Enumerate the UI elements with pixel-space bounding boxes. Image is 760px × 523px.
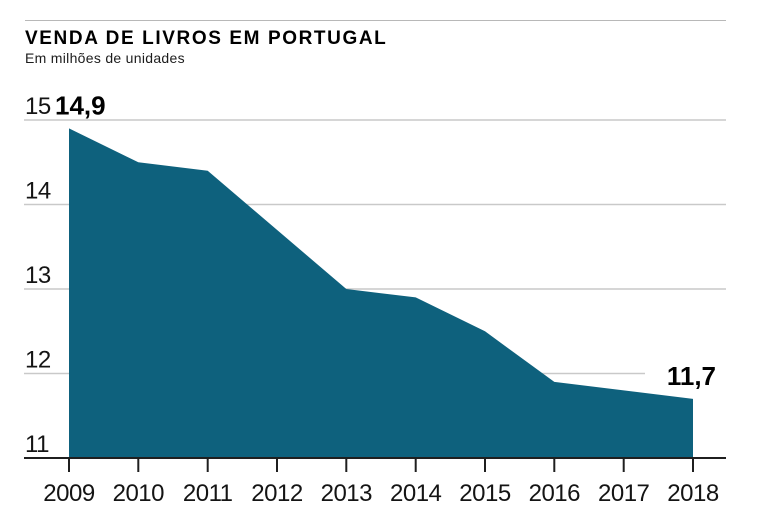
x-tick-label-2010: 2010 — [113, 480, 165, 507]
y-tick-label-11: 11 — [25, 431, 49, 458]
chart-subtitle: Em milhões de unidades — [25, 50, 185, 66]
area-shape — [69, 128, 693, 459]
data-label-2018: 11,7 — [667, 361, 716, 391]
y-tick-label-14: 14 — [25, 178, 51, 205]
x-tick-label-2009: 2009 — [43, 480, 95, 507]
x-tick-label-2015: 2015 — [459, 480, 511, 507]
top-divider — [25, 20, 726, 21]
chart-title: VENDA DE LIVROS EM PORTUGAL — [25, 28, 388, 49]
x-tick-label-2014: 2014 — [390, 480, 442, 507]
data-label-2009: 14,9 — [55, 90, 106, 120]
y-tick-label-12: 12 — [25, 347, 51, 374]
y-tick-label-13: 13 — [25, 262, 51, 289]
x-tick-label-2016: 2016 — [529, 480, 581, 507]
x-tick-label-2018: 2018 — [667, 480, 719, 507]
x-tick-label-2013: 2013 — [321, 480, 373, 507]
y-tick-label-15: 15 — [25, 93, 51, 120]
x-tick-label-2017: 2017 — [598, 480, 650, 507]
x-tick-label-2011: 2011 — [183, 480, 233, 507]
x-tick-label-2012: 2012 — [251, 480, 303, 507]
